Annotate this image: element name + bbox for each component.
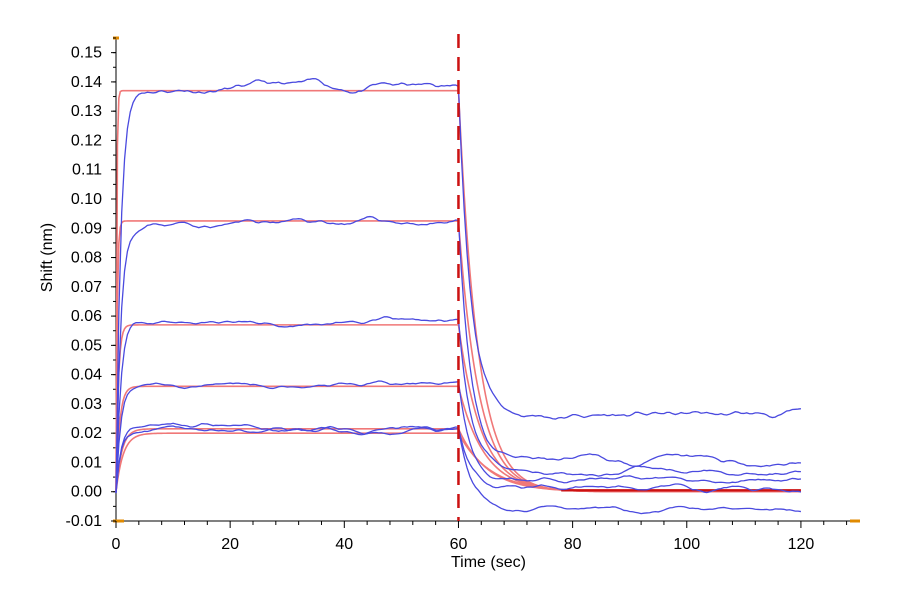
y-tick-label: 0.10 [71, 191, 102, 208]
y-tick-label: 0.14 [71, 74, 102, 91]
x-tick-label: 40 [335, 536, 353, 553]
y-tick-label: 0.08 [71, 250, 102, 267]
y-tick-label: 0.07 [71, 279, 102, 296]
x-tick-label: 120 [788, 536, 815, 553]
y-tick-label: -0.01 [66, 513, 103, 530]
x-tick-label: 100 [673, 536, 700, 553]
x-tick-label: 80 [564, 536, 582, 553]
y-tick-label: 0.06 [71, 308, 102, 325]
y-tick-label: 0.12 [71, 132, 102, 149]
y-tick-label: 0.15 [71, 45, 102, 62]
y-tick-label: 0.00 [71, 484, 102, 501]
y-tick-label: 0.13 [71, 103, 102, 120]
x-tick-label: 60 [450, 536, 468, 553]
y-tick-label: 0.02 [71, 425, 102, 442]
y-tick-label: 0.04 [71, 367, 102, 384]
y-tick-label: 0.03 [71, 396, 102, 413]
x-tick-label: 20 [221, 536, 239, 553]
y-axis-title: Shift (nm) [39, 223, 56, 292]
y-tick-label: 0.09 [71, 220, 102, 237]
x-tick-label: 0 [112, 536, 121, 553]
tick-labels: -0.01 0.00 0.01 0.02 0.03 0.04 0.05 0.06 0.07 0.0… [66, 45, 815, 553]
y-tick-label: 0.01 [71, 454, 102, 471]
y-tick-label: 0.05 [71, 337, 102, 354]
x-axis-title: Time (sec) [451, 554, 526, 571]
y-tick-label: 0.11 [72, 162, 102, 179]
